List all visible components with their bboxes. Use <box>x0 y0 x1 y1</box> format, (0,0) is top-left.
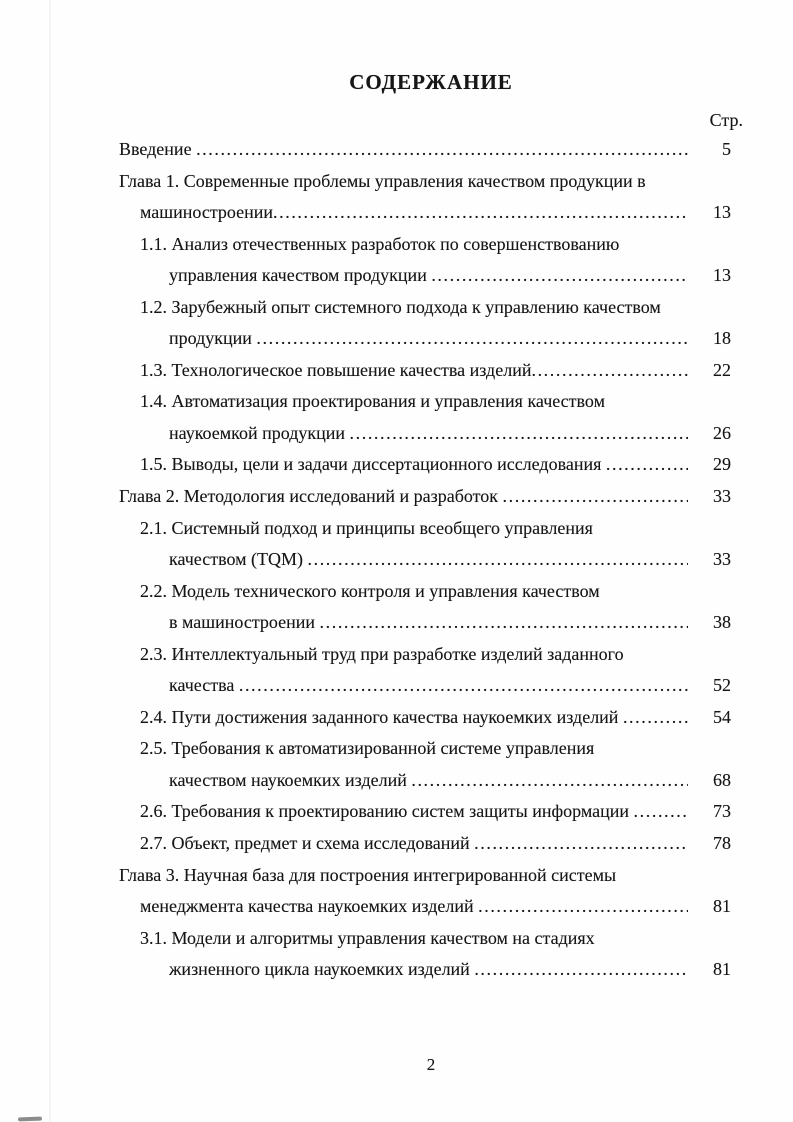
toc-line: 1.5. Выводы, цели и задачи диссертационн… <box>0 449 793 481</box>
toc-line: 1.3. Технологическое повышение качества … <box>0 355 793 387</box>
toc-entry-text: машиностроении <box>140 202 274 223</box>
toc-page-number: 54 <box>713 706 731 727</box>
toc-page-number: 33 <box>713 486 731 507</box>
toc-entry-text: Глава 2. Методология исследований и разр… <box>119 486 503 507</box>
toc-entry-text: качеством наукоемких изделий <box>169 769 412 790</box>
toc-line: Глава 3. Научная база для построения инт… <box>0 860 793 892</box>
toc-entry-text: 1.4. Автоматизация проектирования и упра… <box>140 391 605 412</box>
toc-line: Глава 1. Современные проблемы управления… <box>0 166 793 198</box>
toc-dot-leader: ........................................… <box>256 328 688 349</box>
toc-line: качеством наукоемких изделий ...........… <box>0 765 793 797</box>
toc-entry-text: Глава 3. Научная база для построения инт… <box>119 864 617 885</box>
toc-entry-text: 1.5. Выводы, цели и задачи диссертационн… <box>140 454 606 475</box>
toc-entry-text: 1.3. Технологическое повышение качества … <box>140 359 532 380</box>
toc-page-number: 5 <box>722 139 731 159</box>
toc-dot-leader: ........................................… <box>502 486 688 507</box>
toc-page-number: 18 <box>713 328 731 349</box>
toc-line: 2.7. Объект, предмет и схема исследовани… <box>0 828 793 860</box>
toc-dot-leader: ........................................… <box>633 801 688 822</box>
toc-dot-leader: ........................................… <box>622 706 688 727</box>
toc-dot-leader: ........................................… <box>411 769 688 790</box>
toc-dot-leader: ........................................… <box>196 139 688 159</box>
toc-page-number: 81 <box>713 896 731 917</box>
toc-dot-leader: ........................................… <box>474 959 688 980</box>
toc-line: Введение ...............................… <box>0 134 793 166</box>
toc-page-number: 73 <box>713 801 731 822</box>
toc-line: 2.6. Требования к проектированию систем … <box>0 796 793 828</box>
toc-line: 3.1. Модели и алгоритмы управления качес… <box>0 923 793 955</box>
toc-line: Глава 2. Методология исследований и разр… <box>0 481 793 513</box>
toc-entry-text: 2.3. Интеллектуальный труд при разработк… <box>140 643 624 664</box>
toc-entry-text: 3.1. Модели и алгоритмы управления качес… <box>140 927 595 948</box>
toc-entry-text: качеством (TQM) <box>169 549 308 570</box>
toc-dot-leader: ........................................… <box>273 202 688 223</box>
toc-entry-text: 2.6. Требования к проектированию систем … <box>140 801 634 822</box>
toc-dot-leader: ........................................… <box>431 265 688 286</box>
toc-dot-leader: ........................................… <box>349 422 688 443</box>
toc-line: управления качеством продукции .........… <box>0 260 793 292</box>
toc-line: 2.2. Модель технического контроля и упра… <box>0 576 793 608</box>
page-column-header: Стр. <box>709 110 743 130</box>
toc-entry-text: управления качеством продукции <box>169 265 432 286</box>
toc-page-number: 52 <box>713 675 731 696</box>
toc-entry-text: наукоемкой продукции <box>169 422 350 443</box>
toc-dot-leader: ........................................… <box>478 896 688 917</box>
toc-entry-text: 2.1. Системный подход и принципы всеобще… <box>140 517 593 538</box>
toc-line: 2.5. Требования к автоматизированной сис… <box>0 733 793 765</box>
toc-page-number: 26 <box>713 422 731 443</box>
toc-line: менеджмента качества наукоемких изделий … <box>0 891 793 923</box>
toc-line: качеством (TQM) ........................… <box>0 544 793 576</box>
toc-line: качества ...............................… <box>0 670 793 702</box>
toc-dot-leader: ........................................… <box>238 675 688 696</box>
toc-page-number: 13 <box>713 265 731 286</box>
toc-entry-text: Введение <box>119 139 197 159</box>
toc-dot-leader: ........................................… <box>474 833 688 854</box>
toc-entry-text: 2.5. Требования к автоматизированной сис… <box>140 738 595 759</box>
toc-page-number: 33 <box>713 549 731 570</box>
toc-entry-text: жизненного цикла наукоемких изделий <box>169 959 475 980</box>
toc-page-number: 78 <box>713 833 731 854</box>
toc-dot-leader: ........................................… <box>531 359 688 380</box>
toc-page-number: 81 <box>713 959 731 980</box>
toc-line: 2.1. Системный подход и принципы всеобще… <box>0 513 793 545</box>
toc-page-number: 29 <box>713 454 731 475</box>
toc-entry-text: качества <box>169 675 239 696</box>
toc-line: наукоемкой продукции ...................… <box>0 418 793 450</box>
toc-line: 2.4. Пути достижения заданного качества … <box>0 702 793 734</box>
toc-line: 1.1. Анализ отечественных разработок по … <box>0 229 793 261</box>
toc-line: 1.4. Автоматизация проектирования и упра… <box>0 386 793 418</box>
toc-entry-text: продукции <box>169 328 257 349</box>
toc-entry-text: 1.1. Анализ отечественных разработок по … <box>140 233 620 254</box>
page-title: СОДЕРЖАНИЕ <box>349 70 513 94</box>
scan-smudge-artifact <box>17 1116 43 1122</box>
toc-entry-text: 2.4. Пути достижения заданного качества … <box>140 706 623 727</box>
toc-page-number: 22 <box>713 359 731 380</box>
toc-entry-text: в машиностроении <box>169 612 320 633</box>
toc-line: продукции ..............................… <box>0 323 793 355</box>
toc-dot-leader: ........................................… <box>319 612 688 633</box>
footer-page-number: 2 <box>426 1055 436 1074</box>
toc-dot-leader: ........................................… <box>307 549 689 570</box>
toc-list: Введение ...............................… <box>0 134 793 986</box>
toc-entry-text: 2.7. Объект, предмет и схема исследовани… <box>140 833 475 854</box>
toc-line: машиностроении .........................… <box>0 197 793 229</box>
toc-dot-leader: ........................................… <box>605 454 688 475</box>
toc-page-number: 68 <box>713 769 731 790</box>
toc-line: в машиностроении .......................… <box>0 607 793 639</box>
toc-entry-text: Глава 1. Современные проблемы управления… <box>119 170 646 191</box>
toc-line: 2.3. Интеллектуальный труд при разработк… <box>0 639 793 671</box>
toc-page-number: 13 <box>713 202 731 223</box>
toc-page-number: 38 <box>713 612 731 633</box>
toc-entry-text: менеджмента качества наукоемких изделий <box>140 896 479 917</box>
toc-entry-text: 1.2. Зарубежный опыт системного подхода … <box>140 296 661 317</box>
toc-line: жизненного цикла наукоемких изделий ....… <box>0 954 793 986</box>
toc-line: 1.2. Зарубежный опыт системного подхода … <box>0 292 793 324</box>
toc-entry-text: 2.2. Модель технического контроля и упра… <box>140 580 600 601</box>
